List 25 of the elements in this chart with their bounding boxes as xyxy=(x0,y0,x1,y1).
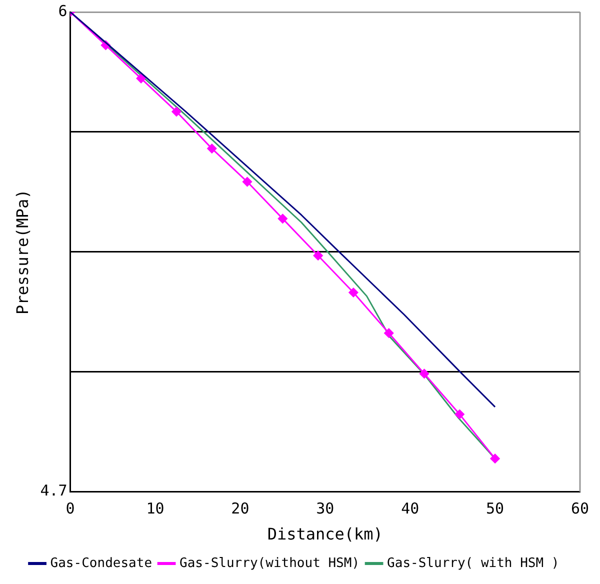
legend-label: Gas-Slurry( with HSM ) xyxy=(387,556,560,571)
point xyxy=(278,214,288,224)
x-tick-label: 60 xyxy=(570,500,590,518)
point xyxy=(313,250,323,260)
y-tick-label: 4.7 xyxy=(40,482,68,500)
x-tick-label: 30 xyxy=(316,500,334,518)
y-tick-label: 6 xyxy=(58,2,68,20)
point xyxy=(136,74,146,84)
point xyxy=(384,328,394,338)
point xyxy=(420,368,430,378)
x-tick-label: 10 xyxy=(146,500,164,518)
x-tick-label: 40 xyxy=(401,500,420,518)
x-tick-label: 20 xyxy=(231,500,250,518)
point xyxy=(242,177,252,187)
y-axis-title: Pressure(MPa) xyxy=(12,189,32,315)
x-tick-label: 50 xyxy=(486,500,504,518)
point xyxy=(172,106,182,116)
legend-label: Gas-Condesate xyxy=(50,556,152,571)
point xyxy=(454,410,464,420)
x-tick-label: 0 xyxy=(66,500,75,518)
legend-label: Gas-Slurry(without HSM) xyxy=(180,556,360,571)
x-axis-title: Distance(km) xyxy=(267,524,383,544)
point xyxy=(490,454,500,464)
point xyxy=(348,288,358,298)
point xyxy=(207,144,217,154)
